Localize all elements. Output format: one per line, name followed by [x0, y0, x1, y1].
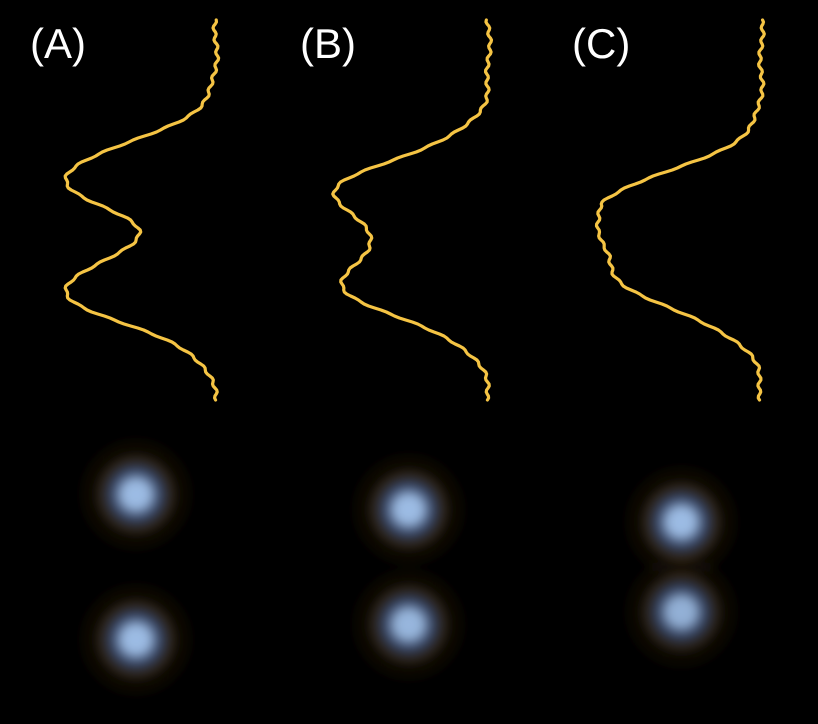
airy-spot-upper — [74, 433, 198, 557]
airy-spot-lower — [74, 578, 198, 702]
scientific-figure: (A) (B) (C) — [0, 0, 818, 724]
panel-label-A: (A) — [30, 20, 86, 67]
airy-spot-lower — [347, 563, 471, 687]
airy-spot-lower — [619, 550, 743, 674]
figure-svg: (A) (B) (C) — [0, 0, 818, 724]
airy-spot-upper — [347, 448, 471, 572]
panel-label-B: (B) — [300, 20, 356, 67]
panel-label-C: (C) — [572, 20, 630, 67]
